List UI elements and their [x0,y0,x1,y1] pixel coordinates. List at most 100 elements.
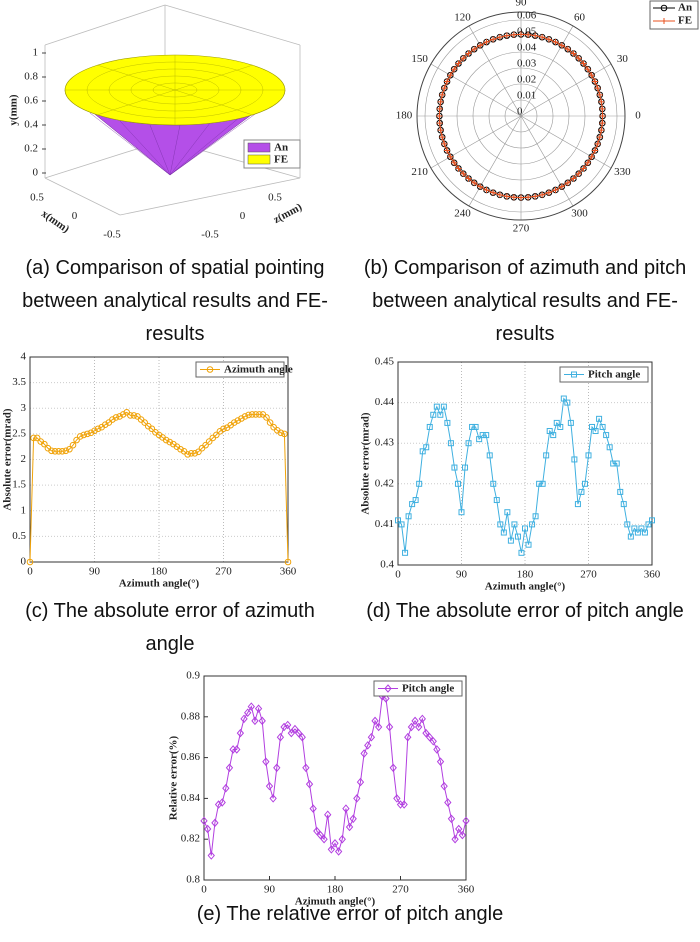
marker [496,34,503,41]
r-tick-label: 0.04 [517,42,537,54]
theta-tick-label: 120 [454,12,471,24]
marker [367,732,376,742]
marker [273,763,281,773]
marker [418,714,426,724]
marker [462,816,470,826]
marker [398,521,405,528]
marker [205,438,213,445]
legend-box [559,366,649,383]
marker [439,134,446,141]
plot-frame [203,675,467,881]
marker [550,432,557,439]
marker [101,421,109,428]
marker [277,429,285,437]
marker [447,153,454,160]
marker [213,431,220,439]
marker [477,42,484,49]
marker [433,403,440,410]
marker [617,488,624,495]
marker [624,521,631,528]
marker [575,170,582,177]
marker [254,704,263,713]
legend-label: An [678,2,692,14]
caption: (b) Comparison of azimuth and pitch betw… [363,257,687,345]
marker [483,186,490,193]
marker [130,412,138,419]
marker [26,558,34,566]
marker [436,120,443,127]
marker [207,851,215,860]
y-tick-label: 0.8 [186,874,200,886]
marker [496,191,503,198]
marker [389,763,397,773]
x-tick-label: 360 [280,566,297,578]
z-tick-label: -0.5 [201,229,219,241]
marker [184,451,191,458]
marker [353,794,361,803]
y-tick-label: 1 [33,47,39,59]
marker [218,798,226,807]
marker [84,430,91,438]
x-axis-label: Azimuth angle(°) [485,581,566,593]
marker [371,716,379,726]
y-axis-label: y(mm) [8,94,20,125]
marker [148,425,156,433]
marker [109,416,116,423]
marker [588,153,595,160]
marker [269,794,277,803]
marker [599,113,606,119]
marker [479,432,486,439]
marker [558,183,565,190]
x-tick-label: 0 [72,210,78,222]
theta-tick-label: 90 [516,0,528,9]
marker [649,517,655,524]
marker [423,444,430,451]
marker [552,39,559,46]
marker [211,818,219,828]
marker [334,847,343,856]
marker [416,480,423,487]
marker [444,78,451,85]
marker [598,98,605,105]
marker [603,432,610,439]
marker [483,39,490,46]
series-line [29,411,289,563]
z-axis-label: z(mm) [271,201,304,226]
marker [455,165,462,172]
grid-circle [424,19,618,213]
marker [33,434,41,442]
x-tick-label: 360 [458,884,475,896]
marker [584,66,591,73]
marker [240,714,248,724]
marker [564,46,571,53]
r-tick-label: 0.06 [517,10,537,22]
y-axis-label: Absolute error(mrad) [2,408,14,510]
marker [504,509,511,516]
marker [262,757,270,766]
legend-label: An [274,142,288,154]
marker [162,436,170,444]
marker [592,428,599,435]
y-tick-label: 0.9 [186,670,200,682]
marker [251,716,259,726]
marker [525,194,532,201]
y-tick-label: 1.5 [12,479,26,491]
marker [514,533,521,540]
marker [539,34,546,41]
marker [263,414,270,421]
marker [645,521,652,528]
marker [564,179,571,186]
legend-label: Azimuth angle [224,364,293,376]
marker [571,371,577,378]
marker [393,794,401,803]
x-axis-label: Azimuth angle(°) [295,896,376,908]
marker [41,440,48,448]
marker [119,411,127,418]
marker [294,728,303,738]
marker [222,783,230,793]
x-tick-label: 180 [327,884,344,896]
spoke [468,115,522,207]
y-tick-label: 0.8 [24,71,38,83]
x-tick-label: 180 [517,569,534,581]
marker [116,413,123,420]
